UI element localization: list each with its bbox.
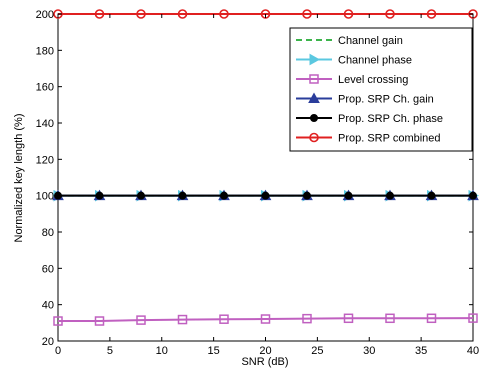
legend-label: Channel gain: [338, 35, 403, 47]
legend-item: Prop. SRP combined: [296, 133, 441, 145]
series-line: [58, 317, 474, 323]
legend-item: Level crossing: [296, 74, 408, 86]
series-layer: [52, 9, 480, 326]
legend-item: Channel phase: [296, 53, 412, 67]
data-point: [94, 316, 105, 326]
series-3: [53, 313, 478, 326]
data-point: [343, 313, 354, 324]
data-point: [386, 191, 394, 200]
data-point: [427, 191, 436, 200]
data-point: [136, 9, 146, 19]
data-point: [219, 314, 229, 324]
x-tick-label: 20: [259, 345, 271, 357]
y-axis-label: Normalized key length (%): [13, 114, 25, 243]
data-point: [468, 313, 478, 323]
data-point: [219, 9, 229, 19]
legend-swatch-marker: [309, 74, 319, 84]
data-point: [302, 9, 312, 19]
data-point: [94, 9, 105, 19]
y-tick-label: 180: [36, 45, 54, 57]
legend-label: Level crossing: [338, 74, 408, 86]
data-point: [177, 9, 188, 19]
data-point: [137, 191, 145, 200]
x-axis-label: SNR (dB): [241, 356, 288, 368]
y-tick-label: 160: [36, 82, 54, 94]
legend-swatch-marker: [309, 132, 319, 143]
data-point: [178, 191, 187, 200]
legend-item: Channel gain: [296, 35, 403, 47]
x-tick-label: 35: [415, 345, 427, 357]
series-5: [54, 191, 477, 200]
legend-swatch-marker: [308, 92, 320, 103]
data-point: [343, 9, 354, 19]
y-tick-label: 200: [36, 9, 54, 21]
x-tick-label: 0: [55, 345, 61, 357]
data-point: [385, 9, 395, 19]
data-point: [261, 191, 270, 200]
data-point: [53, 316, 63, 326]
data-point: [344, 191, 353, 200]
data-point: [95, 191, 104, 200]
data-point: [177, 314, 188, 325]
y-tick-label: 140: [36, 118, 54, 130]
x-tick-label: 40: [467, 345, 479, 357]
data-point: [385, 313, 395, 324]
legend-box: [289, 27, 473, 152]
data-point: [426, 9, 437, 19]
legend-label: Channel phase: [338, 55, 412, 67]
legend-label: Prop. SRP Ch. gain: [338, 94, 434, 106]
y-tick-label: 80: [42, 227, 54, 239]
legend: Channel gain Channel phase Level crossing P…: [289, 27, 473, 152]
data-point: [136, 315, 146, 325]
y-tick-label: 40: [42, 300, 54, 312]
data-point: [220, 191, 228, 200]
x-tick-label: 5: [107, 345, 113, 357]
legend-label: Prop. SRP combined: [338, 133, 441, 145]
y-tick-label: 20: [42, 336, 54, 348]
legend-label: Prop. SRP Ch. phase: [338, 113, 443, 125]
y-tick-label: 120: [36, 154, 54, 166]
data-point: [260, 314, 271, 324]
x-tick-label: 25: [311, 345, 323, 357]
x-tick-label: 30: [363, 345, 375, 357]
legend-item: Prop. SRP Ch. gain: [296, 92, 434, 106]
legend-item: Prop. SRP Ch. phase: [296, 113, 443, 125]
legend-swatch-marker: [309, 53, 321, 66]
y-tick-label: 100: [36, 191, 54, 203]
y-tick-label: 60: [42, 263, 54, 275]
legend-swatch-marker: [310, 114, 318, 122]
data-point: [302, 313, 312, 324]
data-point: [303, 191, 311, 200]
x-tick-label: 15: [208, 345, 220, 357]
tick-layer: 0 5 10 15 20 25 30 35 40 20 40 60 80 100 120 140 160 180 2…: [36, 9, 479, 357]
x-tick-label: 10: [156, 345, 168, 357]
data-point: [426, 313, 437, 324]
